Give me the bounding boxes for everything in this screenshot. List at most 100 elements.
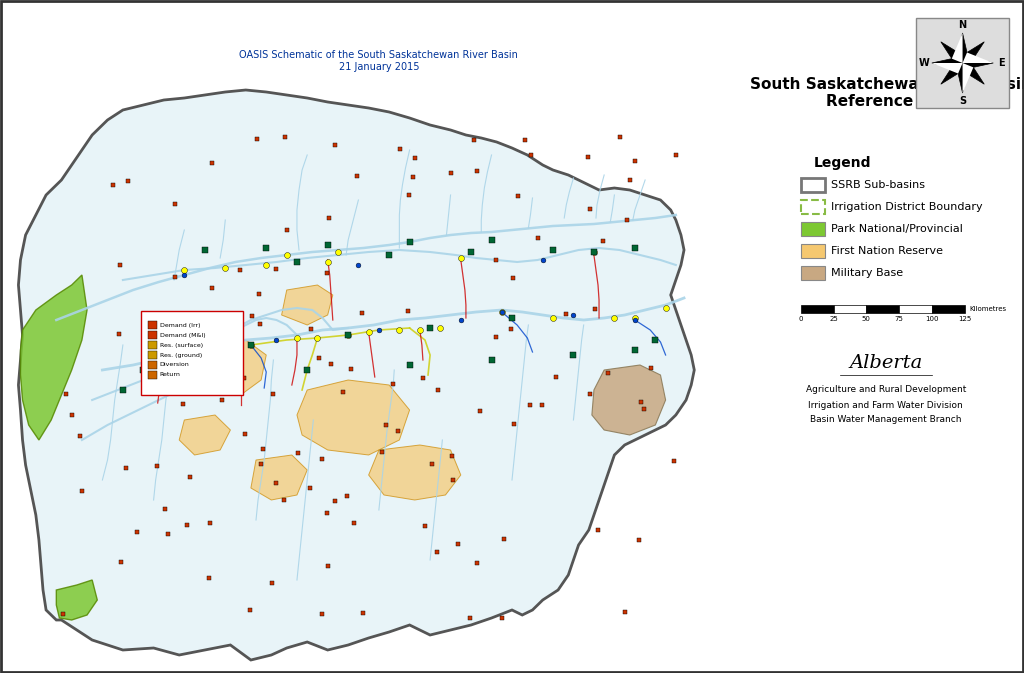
Point bbox=[627, 313, 643, 324]
Point bbox=[104, 180, 121, 190]
Point bbox=[600, 367, 616, 378]
Point bbox=[401, 237, 418, 248]
Point bbox=[374, 446, 390, 457]
Polygon shape bbox=[951, 33, 963, 63]
Point bbox=[631, 534, 647, 545]
Bar bbox=[801, 200, 825, 214]
Text: E: E bbox=[998, 58, 1005, 68]
Point bbox=[534, 399, 550, 410]
Point bbox=[120, 176, 136, 186]
Point bbox=[548, 371, 564, 382]
Point bbox=[494, 307, 510, 318]
Point bbox=[432, 322, 449, 333]
Text: Park National/Provincial: Park National/Provincial bbox=[831, 224, 964, 234]
Point bbox=[462, 612, 478, 623]
Bar bbox=[801, 178, 825, 192]
Point bbox=[264, 578, 281, 589]
Point bbox=[214, 394, 230, 405]
Point bbox=[302, 483, 318, 493]
Text: South Saskatchewan River Basin
Reference Map: South Saskatchewan River Basin Reference… bbox=[750, 77, 1024, 109]
Point bbox=[157, 504, 173, 515]
Polygon shape bbox=[963, 63, 974, 93]
Bar bbox=[148, 331, 157, 339]
Polygon shape bbox=[297, 380, 410, 455]
Point bbox=[618, 215, 635, 225]
Point bbox=[340, 330, 356, 341]
Point bbox=[503, 323, 519, 334]
Point bbox=[204, 158, 220, 169]
Text: Diversion: Diversion bbox=[160, 363, 189, 367]
Point bbox=[340, 330, 356, 341]
Bar bbox=[801, 222, 825, 236]
Point bbox=[323, 359, 339, 369]
Point bbox=[129, 527, 145, 538]
Text: W: W bbox=[919, 58, 929, 68]
Point bbox=[557, 309, 573, 320]
Point bbox=[545, 244, 561, 255]
Text: Return: Return bbox=[160, 372, 180, 378]
Point bbox=[267, 478, 284, 489]
Point bbox=[428, 547, 444, 558]
Point bbox=[443, 450, 460, 461]
Point bbox=[494, 612, 510, 623]
Point bbox=[151, 355, 167, 365]
Point bbox=[469, 558, 485, 569]
Point bbox=[179, 520, 196, 530]
Point bbox=[657, 303, 674, 314]
Point bbox=[505, 273, 521, 283]
Point bbox=[582, 204, 598, 215]
Point bbox=[586, 246, 602, 257]
Point bbox=[348, 171, 365, 182]
Point bbox=[176, 264, 193, 275]
Text: 0: 0 bbox=[799, 316, 803, 322]
Point bbox=[545, 313, 561, 324]
Point bbox=[319, 240, 336, 250]
Point bbox=[276, 132, 293, 143]
Point bbox=[494, 307, 510, 318]
Point bbox=[111, 328, 127, 339]
Text: Demand (M&I): Demand (M&I) bbox=[160, 332, 206, 337]
Point bbox=[627, 242, 643, 253]
Bar bbox=[148, 321, 157, 329]
Polygon shape bbox=[179, 415, 230, 455]
Point bbox=[622, 174, 638, 185]
Point bbox=[280, 225, 296, 236]
Text: 75: 75 bbox=[895, 316, 903, 322]
Bar bbox=[866, 305, 899, 313]
Bar bbox=[899, 305, 932, 313]
Point bbox=[335, 386, 351, 397]
Point bbox=[580, 151, 596, 162]
Polygon shape bbox=[369, 445, 461, 500]
Point bbox=[204, 283, 220, 294]
Point bbox=[471, 406, 487, 417]
Point bbox=[565, 349, 582, 360]
Point bbox=[466, 135, 482, 145]
Point bbox=[453, 314, 469, 325]
Point bbox=[167, 199, 183, 209]
Point bbox=[616, 606, 633, 617]
Point bbox=[217, 262, 233, 273]
Point bbox=[265, 388, 282, 399]
Point bbox=[355, 607, 372, 618]
Point bbox=[430, 385, 446, 396]
Text: First Nation Reserve: First Nation Reserve bbox=[831, 246, 943, 256]
Text: S: S bbox=[959, 96, 966, 106]
Text: N: N bbox=[958, 20, 967, 30]
Polygon shape bbox=[200, 340, 266, 395]
Point bbox=[252, 459, 268, 470]
Point bbox=[450, 538, 466, 549]
Text: Res. (ground): Res. (ground) bbox=[160, 353, 202, 357]
Point bbox=[445, 475, 462, 486]
Point bbox=[385, 378, 401, 389]
Point bbox=[586, 246, 602, 257]
Point bbox=[390, 426, 407, 437]
Text: Legend: Legend bbox=[814, 156, 871, 170]
Text: SSRB Sub-basins: SSRB Sub-basins bbox=[831, 180, 926, 190]
FancyBboxPatch shape bbox=[141, 311, 243, 395]
Point bbox=[417, 521, 433, 532]
Point bbox=[160, 528, 176, 539]
Point bbox=[647, 334, 664, 345]
Polygon shape bbox=[932, 63, 963, 73]
Point bbox=[488, 254, 505, 265]
Point bbox=[399, 306, 416, 317]
